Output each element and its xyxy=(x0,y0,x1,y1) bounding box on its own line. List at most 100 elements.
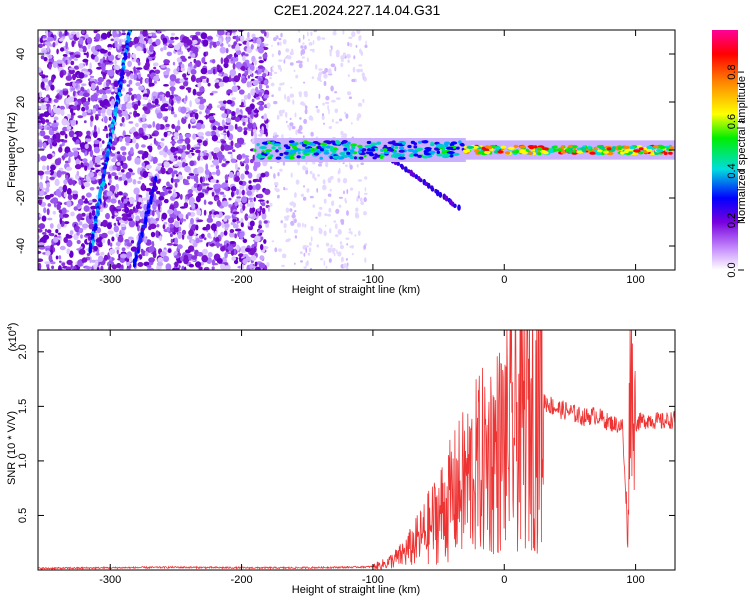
heatmap-cell xyxy=(302,222,304,228)
heatmap-cell xyxy=(220,57,224,65)
heatmap-cell xyxy=(294,235,298,239)
band-cell xyxy=(576,150,584,154)
heatmap-cell xyxy=(163,222,168,225)
heatmap-cell xyxy=(115,216,122,221)
band-halo-cell xyxy=(397,138,399,162)
heatmap-cell xyxy=(158,196,165,201)
heatmap-cell xyxy=(169,214,177,218)
heatmap-cell xyxy=(261,207,266,215)
colorbar-tick-label: 0.0 xyxy=(726,262,738,277)
heatmap-cell xyxy=(189,100,192,108)
heatmap-cell xyxy=(117,171,123,176)
heatmap-cell xyxy=(318,163,322,167)
band-halo-cell xyxy=(261,138,263,162)
heatmap-cell xyxy=(348,228,351,231)
heatmap-cell xyxy=(322,179,326,185)
heatmap-cell xyxy=(205,51,209,56)
heatmap-cell xyxy=(147,154,152,161)
heatmap-cell xyxy=(255,183,261,191)
heatmap-cell xyxy=(206,217,213,223)
heatmap-cell xyxy=(261,212,267,220)
heatmap-cell xyxy=(169,94,174,100)
heatmap-cell xyxy=(95,253,100,256)
heatmap-cell xyxy=(181,152,187,159)
heatmap-cell xyxy=(272,69,274,73)
heatmap-cell xyxy=(99,58,103,64)
heatmap-cell xyxy=(264,188,271,195)
heatmap-cell xyxy=(327,104,329,111)
heatmap-cell xyxy=(173,207,178,216)
heatmap-cell xyxy=(242,238,248,243)
heatmap-cell xyxy=(94,164,101,168)
heatmap-cell xyxy=(38,262,42,270)
heatmap-cell xyxy=(162,224,166,230)
heatmap-cell xyxy=(300,50,303,56)
heatmap-cell xyxy=(283,186,286,191)
heatmap-cell xyxy=(58,146,63,153)
heatmap-cell xyxy=(111,172,117,177)
heatmap-cell xyxy=(149,182,154,186)
heatmap-cell xyxy=(211,134,218,142)
heatmap-cell xyxy=(215,165,220,170)
heatmap-cell xyxy=(323,81,327,86)
heatmap-cell xyxy=(88,171,95,178)
heatmap-cell xyxy=(83,92,90,98)
band-cell xyxy=(398,146,405,150)
heatmap-cell xyxy=(300,260,303,263)
heatmap-cell xyxy=(209,43,212,49)
heatmap-cell xyxy=(286,120,288,124)
band-cell xyxy=(376,141,382,145)
heatmap-cell xyxy=(87,109,92,113)
band-cell xyxy=(466,145,475,149)
heatmap-cell xyxy=(47,45,50,53)
heatmap-cell xyxy=(53,138,57,145)
band-halo-cell xyxy=(262,138,264,162)
heatmap-cell xyxy=(238,89,245,95)
heatmap-cell xyxy=(316,188,319,193)
y-tick-label: 20 xyxy=(15,96,27,108)
band-cell xyxy=(349,149,355,153)
heatmap-cell xyxy=(82,45,87,53)
heatmap-cell xyxy=(136,67,143,70)
band-halo-cell xyxy=(355,138,358,162)
heatmap-cell xyxy=(229,229,235,233)
band-halo-cell xyxy=(279,138,281,162)
heatmap-cell xyxy=(76,231,80,236)
heatmap-cell xyxy=(96,85,99,92)
heatmap-cell xyxy=(248,180,252,184)
band-halo-cell xyxy=(354,138,357,162)
band-cell xyxy=(581,148,587,152)
heatmap-cell xyxy=(304,108,308,115)
band-cell xyxy=(271,146,276,150)
heatmap-cell xyxy=(226,99,233,105)
heatmap-cell xyxy=(142,155,145,160)
heatmap-cell xyxy=(145,187,152,192)
heatmap-cell xyxy=(225,117,232,124)
band-halo-cell xyxy=(263,138,265,162)
band-halo-cell xyxy=(480,140,482,160)
band-halo-cell xyxy=(395,138,397,162)
heatmap-cell xyxy=(114,212,119,216)
heatmap-cell xyxy=(123,195,127,200)
band-halo-cell xyxy=(575,140,578,160)
heatmap-cell xyxy=(183,81,189,87)
heatmap-cell xyxy=(128,121,134,124)
heatmap-cell xyxy=(195,237,200,244)
heatmap-cell xyxy=(201,57,206,64)
y-tick-label: 1.0 xyxy=(17,453,29,468)
heatmap-cell xyxy=(327,213,331,217)
snr-x-label: Height of straight line (km) xyxy=(292,584,420,596)
heatmap-cell xyxy=(220,245,226,252)
heatmap-cell xyxy=(141,135,149,139)
heatmap-cell xyxy=(222,194,226,198)
heatmap-cell xyxy=(331,247,336,252)
heatmap-cell xyxy=(312,40,315,45)
heatmap-cell xyxy=(78,48,83,52)
heatmap-cell xyxy=(342,177,348,184)
heatmap-cell xyxy=(302,165,306,171)
heatmap-cell xyxy=(197,166,204,174)
band-cell xyxy=(646,145,653,149)
heatmap-cell xyxy=(54,158,62,166)
band-cell xyxy=(291,142,299,146)
